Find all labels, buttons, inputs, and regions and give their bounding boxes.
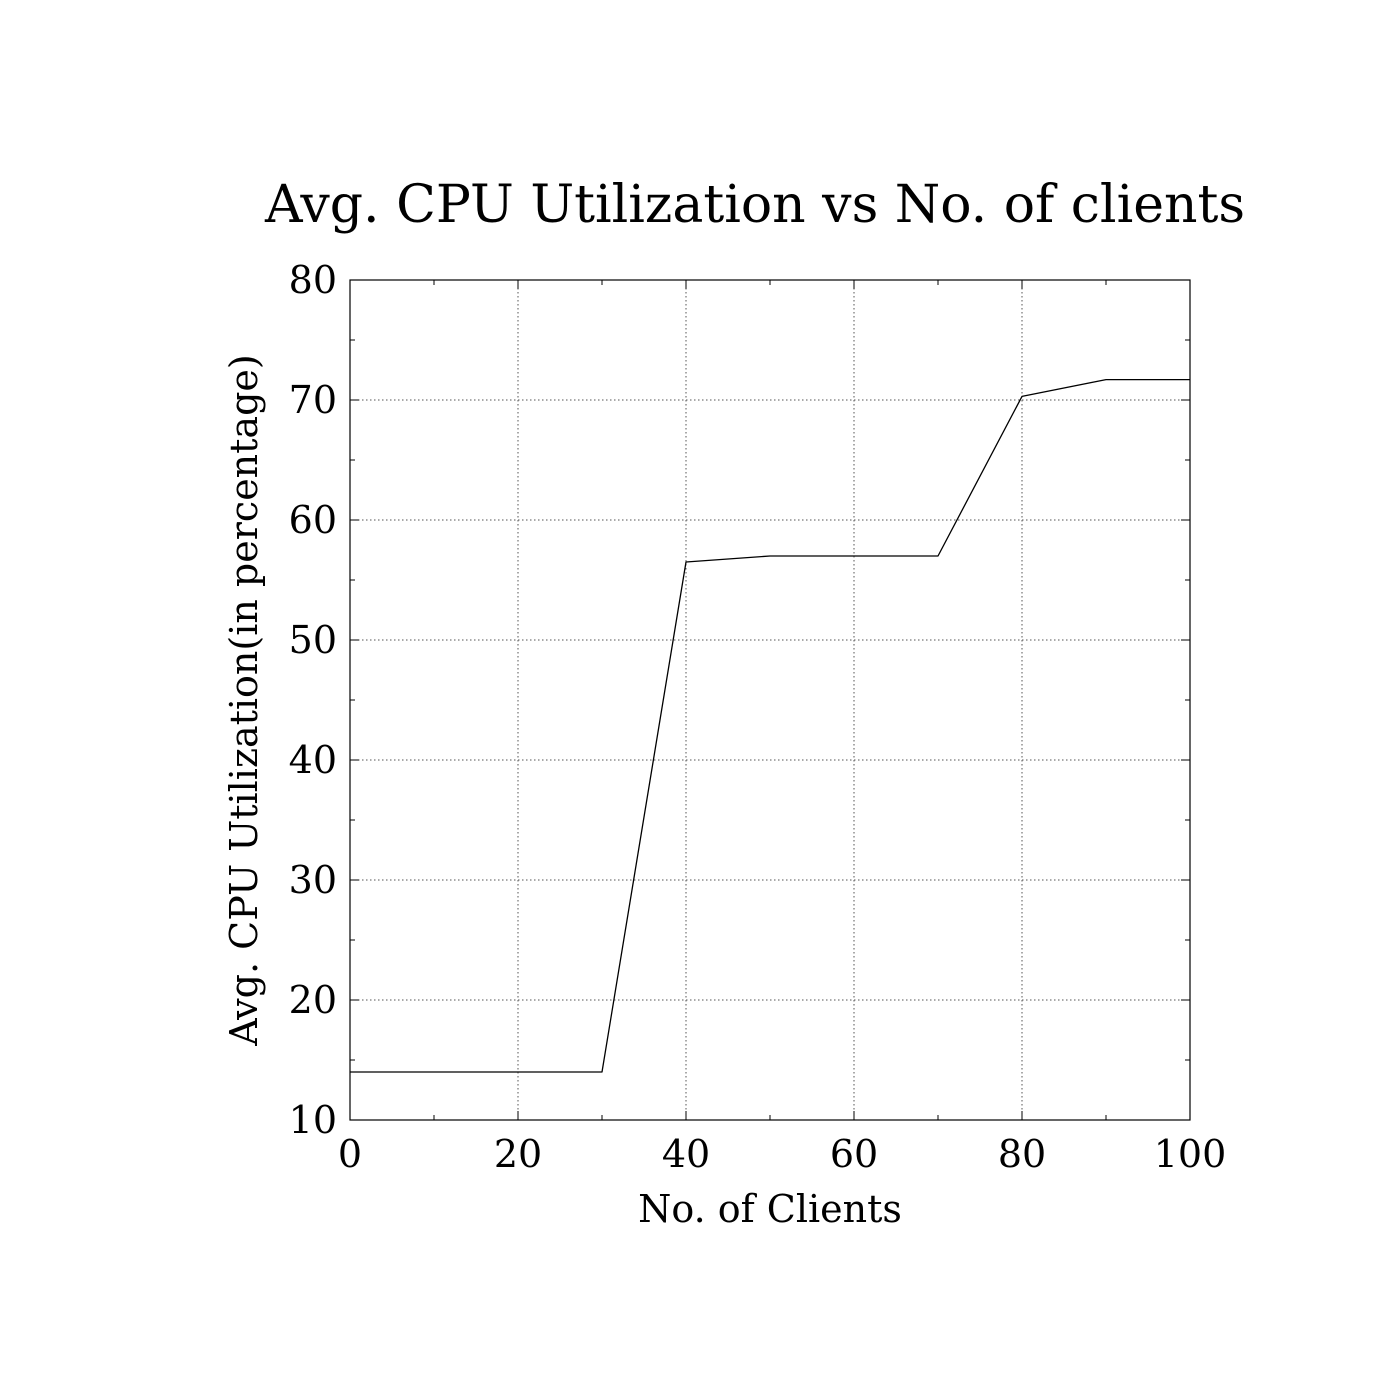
y-tick-label: 60: [289, 498, 337, 542]
chart-title: Avg. CPU Utilization vs No. of clients: [264, 175, 1245, 235]
x-tick-labels: 0 20 40 60 80 100: [338, 1132, 1226, 1176]
x-tick-label: 60: [830, 1132, 878, 1176]
series-line-0: [350, 378, 1190, 1073]
y-tick-labels: 10 20 30 40 50 60 70 80: [289, 258, 337, 1142]
x-axis-title: No. of Clients: [638, 1187, 902, 1231]
x-tick-label: 100: [1154, 1132, 1227, 1176]
x-tick-label: 80: [998, 1132, 1046, 1176]
plot-frame: [349, 279, 1191, 1121]
grid: [350, 280, 1190, 1120]
x-tick-label: 20: [494, 1132, 542, 1176]
x-tick-label: 40: [662, 1132, 710, 1176]
y-tick-label: 70: [289, 378, 337, 422]
ticks: [349, 279, 1191, 1121]
x-tick-label: 0: [338, 1132, 362, 1176]
y-tick-label: 30: [289, 858, 337, 902]
series-group: [349, 378, 1191, 1073]
y-tick-label: 80: [289, 258, 337, 302]
y-tick-label: 50: [289, 618, 337, 662]
y-tick-label: 40: [289, 738, 337, 782]
y-tick-label: 10: [289, 1098, 337, 1142]
y-tick-label: 20: [289, 978, 337, 1022]
y-axis-title: Avg. CPU Utilization(in percentage): [222, 354, 266, 1046]
